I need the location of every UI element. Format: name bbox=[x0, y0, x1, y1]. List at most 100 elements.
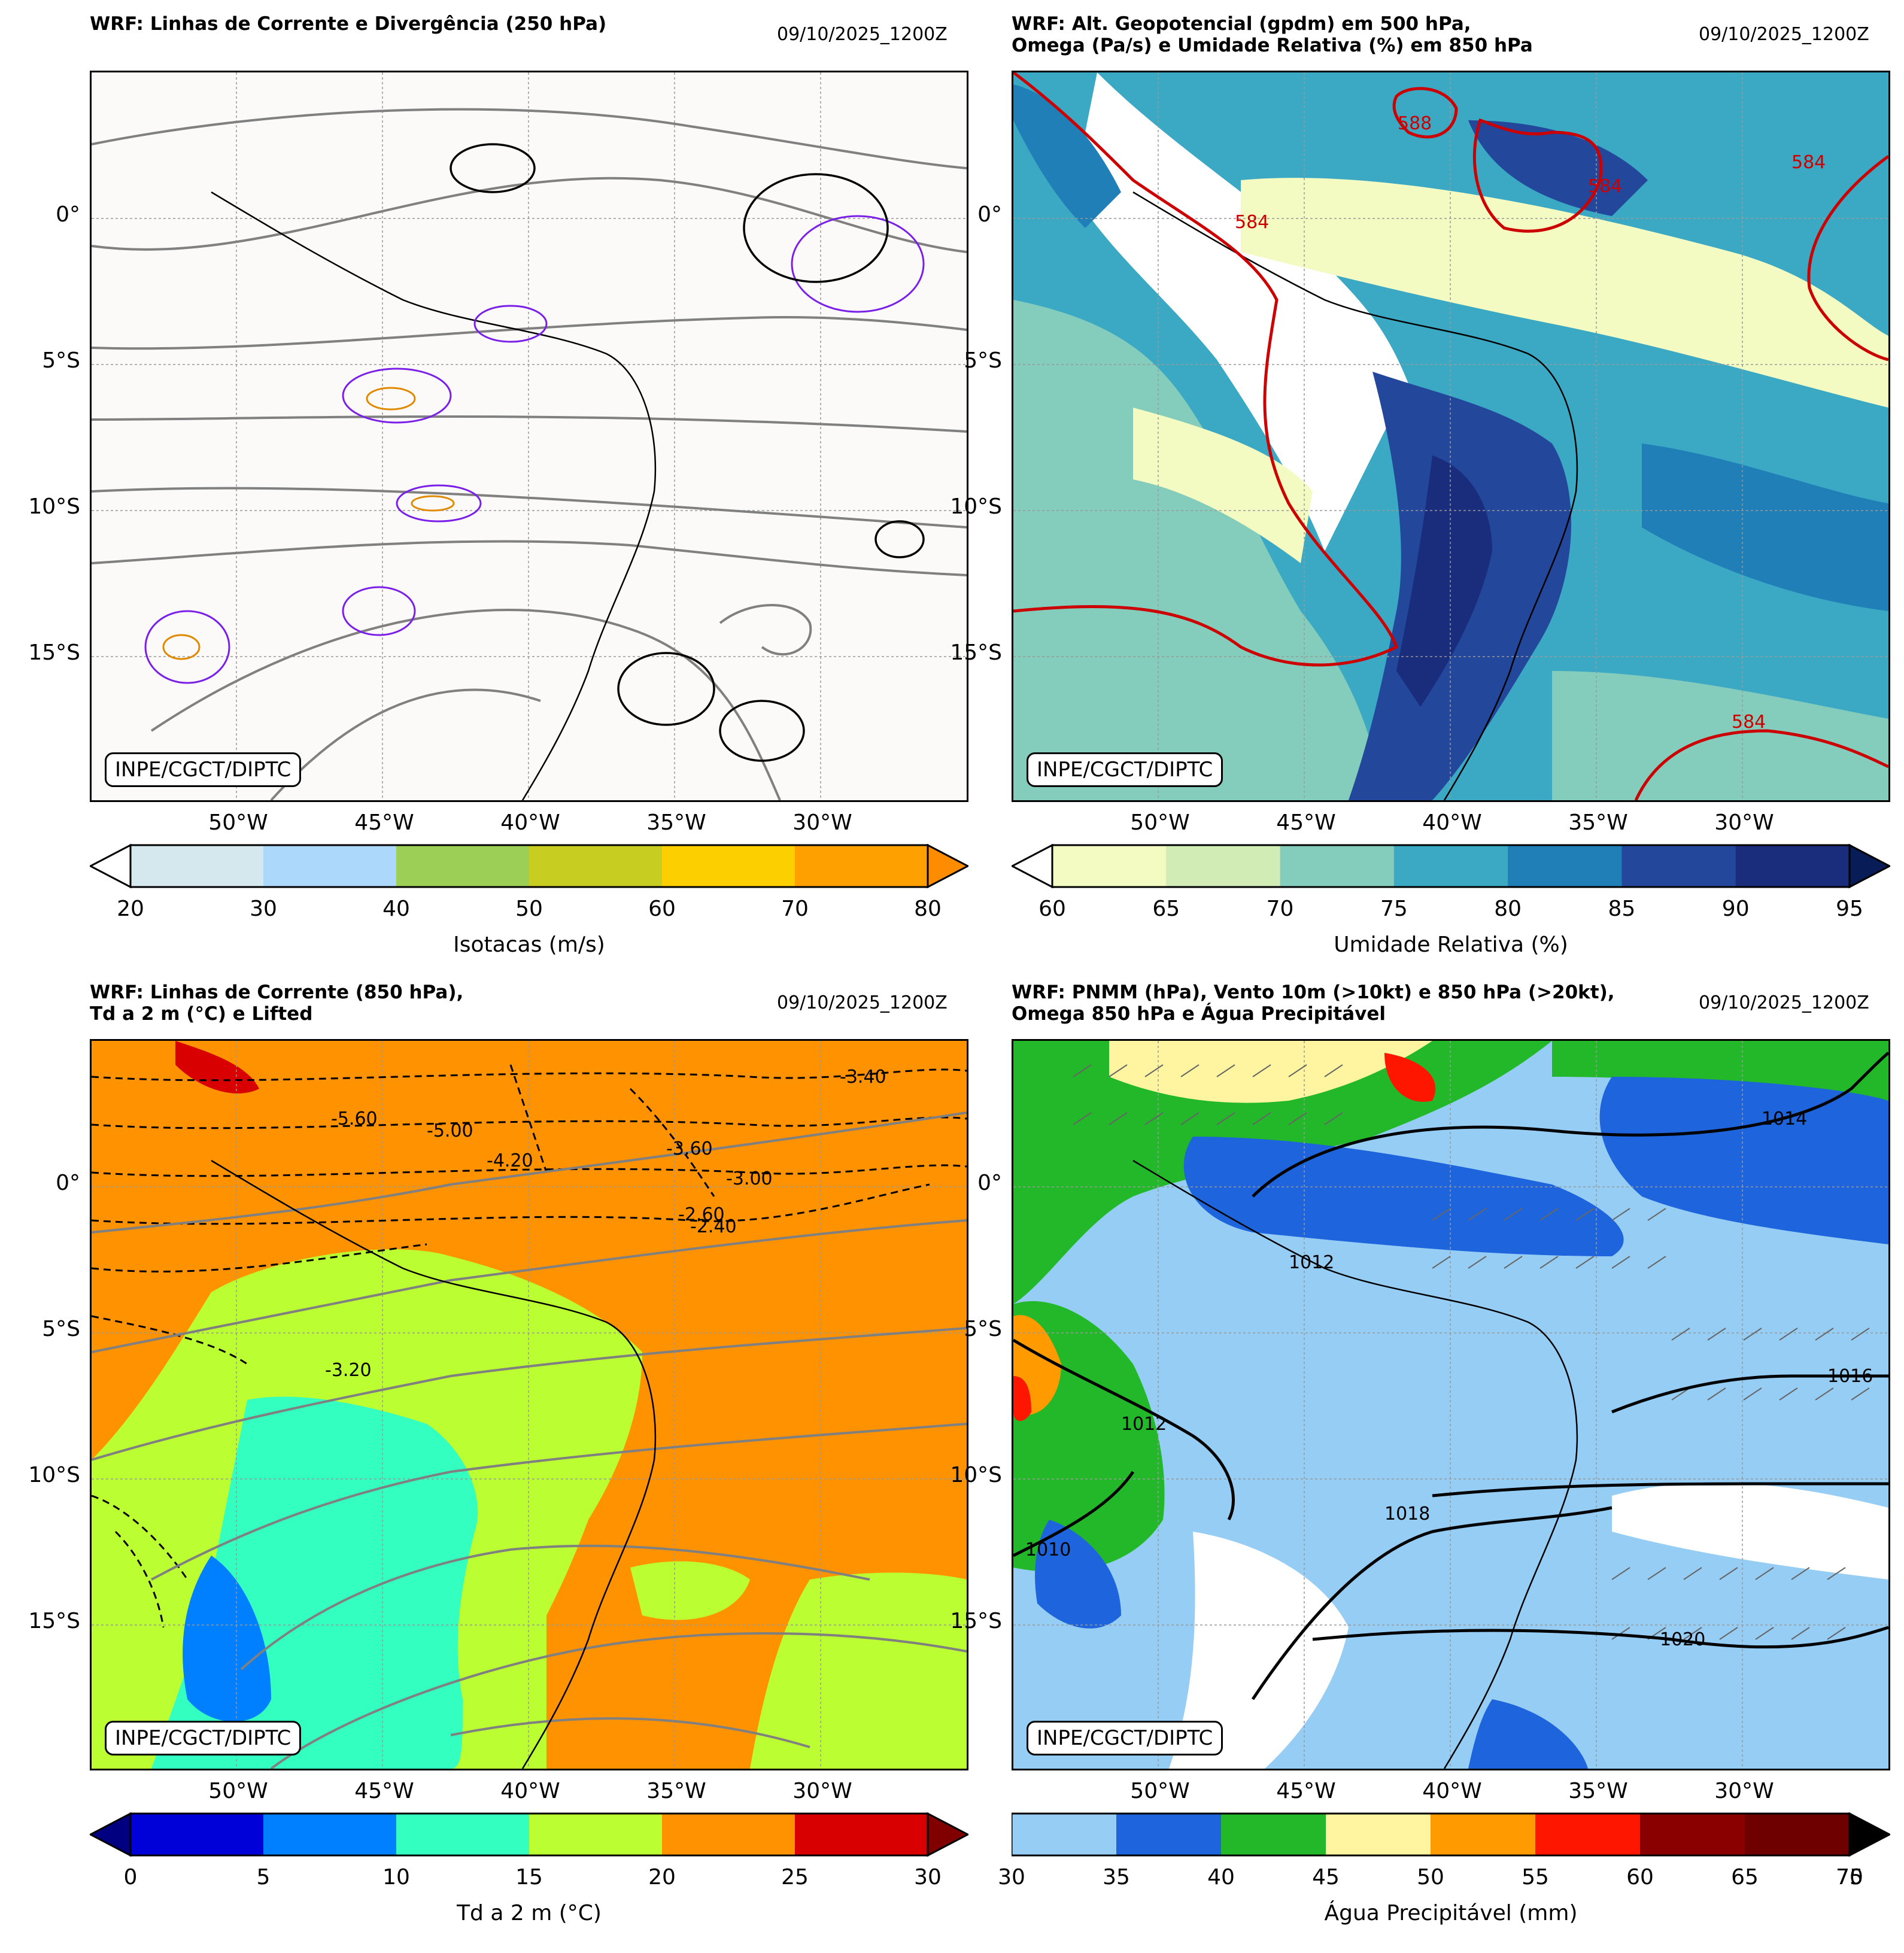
lat-label: 0° bbox=[977, 1171, 1002, 1195]
credit-box: INPE/CGCT/DIPTC bbox=[1027, 1721, 1223, 1755]
lon-label: 30°W bbox=[792, 1779, 852, 1803]
colorbar bbox=[1012, 844, 1890, 888]
contour-label: 1016 bbox=[1827, 1366, 1873, 1387]
colorbar-tick-label: 50 bbox=[515, 897, 543, 921]
colorbar-tick-label: 85 bbox=[1608, 897, 1636, 921]
colorbar-tick-label: 80 bbox=[914, 897, 942, 921]
colorbar-segment bbox=[1166, 845, 1281, 887]
colorbar-segment bbox=[1431, 1814, 1536, 1855]
colorbar-tick-label: 30 bbox=[914, 1865, 942, 1890]
colorbar-tick-label: 5 bbox=[256, 1865, 271, 1890]
colorbar-segment bbox=[529, 1814, 663, 1855]
colorbar-tick-label: 95 bbox=[1836, 897, 1863, 921]
map-graphic bbox=[92, 72, 967, 800]
contour-label: -3.40 bbox=[840, 1067, 886, 1088]
colorbar-segment bbox=[130, 1814, 264, 1855]
lon-label: 40°W bbox=[1422, 810, 1482, 835]
contour-label: 584 bbox=[1588, 176, 1622, 197]
lon-label: 50°W bbox=[208, 1779, 268, 1803]
colorbar-segment bbox=[1535, 1814, 1641, 1855]
contour-label: 1020 bbox=[1660, 1629, 1705, 1650]
colorbar-segment bbox=[1012, 1814, 1117, 1855]
colorbar-segment bbox=[662, 845, 795, 887]
lat-label: 0° bbox=[977, 202, 1002, 227]
contour-label: -3.20 bbox=[325, 1360, 372, 1381]
colorbar-segment bbox=[1052, 845, 1167, 887]
contour-label: 1012 bbox=[1289, 1252, 1334, 1273]
contour-label: -3.60 bbox=[666, 1138, 713, 1159]
lat-label: 10°S bbox=[950, 494, 1002, 519]
colorbar bbox=[90, 844, 968, 888]
colorbar-tick-label: 75 bbox=[1380, 897, 1408, 921]
colorbar-tick-label: 60 bbox=[1626, 1865, 1654, 1890]
colorbar-segment bbox=[1508, 845, 1622, 887]
colorbar-label: Umidade Relativa (%) bbox=[1334, 933, 1568, 957]
lat-label: 5°S bbox=[964, 1317, 1002, 1341]
lon-label: 30°W bbox=[1714, 810, 1774, 835]
colorbar-tick-label: 50 bbox=[1417, 1865, 1444, 1890]
colorbar-tick-label: 30 bbox=[998, 1865, 1025, 1890]
map-frame: -5.60 -5.00 -4.20 -3.60 -3.00 -2.60 -2.4… bbox=[90, 1039, 968, 1770]
lat-label: 15°S bbox=[950, 1609, 1002, 1633]
lon-label: 45°W bbox=[354, 1779, 414, 1803]
colorbar-tick-label: 20 bbox=[648, 1865, 676, 1890]
contour-label: 1018 bbox=[1384, 1504, 1430, 1524]
contour-label: 588 bbox=[1398, 113, 1432, 134]
contour-label: 584 bbox=[1732, 712, 1766, 733]
map-graphic: -5.60 -5.00 -4.20 -3.60 -3.00 -2.60 -2.4… bbox=[92, 1041, 967, 1769]
panel-title: WRF: PNMM (hPa), Vento 10m (>10kt) e 850… bbox=[1012, 982, 1615, 1025]
colorbar-segment bbox=[396, 845, 530, 887]
contour-label: 584 bbox=[1235, 212, 1269, 233]
contour-label: -5.60 bbox=[331, 1108, 378, 1129]
map-graphic: 588 584 584 584 584 bbox=[1013, 72, 1888, 800]
colorbar-over-triangle bbox=[927, 844, 968, 888]
colorbar-segment bbox=[529, 845, 663, 887]
colorbar-segment bbox=[1221, 1814, 1326, 1855]
map-graphic: 1014 1016 1020 1012 1012 1010 1018 bbox=[1013, 1041, 1888, 1769]
colorbar-frame bbox=[1012, 1812, 1851, 1857]
lat-label: 15°S bbox=[950, 640, 1002, 665]
colorbar-tick-label: 10 bbox=[382, 1865, 410, 1890]
colorbar-segment bbox=[662, 1814, 795, 1855]
colorbar-segment bbox=[1393, 845, 1508, 887]
lat-label: 15°S bbox=[28, 640, 80, 665]
contour-label: 1012 bbox=[1121, 1414, 1167, 1435]
lon-label: 50°W bbox=[1130, 810, 1190, 835]
colorbar-tick-label: 35 bbox=[1103, 1865, 1130, 1890]
colorbar-tick-label: 60 bbox=[648, 897, 676, 921]
colorbar-tick-label: 0 bbox=[123, 1865, 138, 1890]
lat-label: 15°S bbox=[28, 1609, 80, 1633]
colorbar-tick-label: 90 bbox=[1721, 897, 1750, 921]
colorbar-segment bbox=[263, 1814, 397, 1855]
colorbar-tick-label: 25 bbox=[781, 1865, 809, 1890]
credit-box: INPE/CGCT/DIPTC bbox=[1027, 752, 1223, 787]
colorbar-segment bbox=[795, 1814, 928, 1855]
lon-label: 30°W bbox=[792, 810, 852, 835]
lon-label: 50°W bbox=[1130, 1779, 1190, 1803]
lon-label: 45°W bbox=[1276, 1779, 1336, 1803]
colorbar-over-triangle bbox=[1848, 1812, 1890, 1857]
colorbar-segment bbox=[795, 845, 928, 887]
contour-label: 1014 bbox=[1762, 1108, 1807, 1129]
contour-label: -4.20 bbox=[487, 1150, 533, 1171]
lat-label: 5°S bbox=[42, 1317, 80, 1341]
contour-label: -2.60 bbox=[678, 1204, 725, 1225]
lat-label: 5°S bbox=[964, 348, 1002, 373]
timestamp: 09/10/2025_1200Z bbox=[777, 992, 948, 1013]
colorbar-segment bbox=[1735, 845, 1850, 887]
lon-label: 35°W bbox=[646, 1779, 706, 1803]
lat-label: 10°S bbox=[28, 1463, 80, 1487]
colorbar-tick-label: 65 bbox=[1731, 1865, 1759, 1890]
colorbar-label: Isotacas (m/s) bbox=[453, 933, 605, 957]
contour-label: -5.00 bbox=[427, 1120, 473, 1141]
colorbar-segment bbox=[1745, 1814, 1850, 1855]
colorbar-frame bbox=[129, 1812, 929, 1857]
colorbar-tick-label: 70 bbox=[781, 897, 809, 921]
lon-label: 45°W bbox=[1276, 810, 1336, 835]
lat-label: 0° bbox=[56, 202, 80, 227]
colorbar-segment bbox=[1640, 1814, 1745, 1855]
colorbar-under-triangle bbox=[90, 1812, 132, 1857]
lon-label: 30°W bbox=[1714, 1779, 1774, 1803]
colorbar-frame bbox=[1051, 844, 1851, 888]
colorbar-frame bbox=[129, 844, 929, 888]
